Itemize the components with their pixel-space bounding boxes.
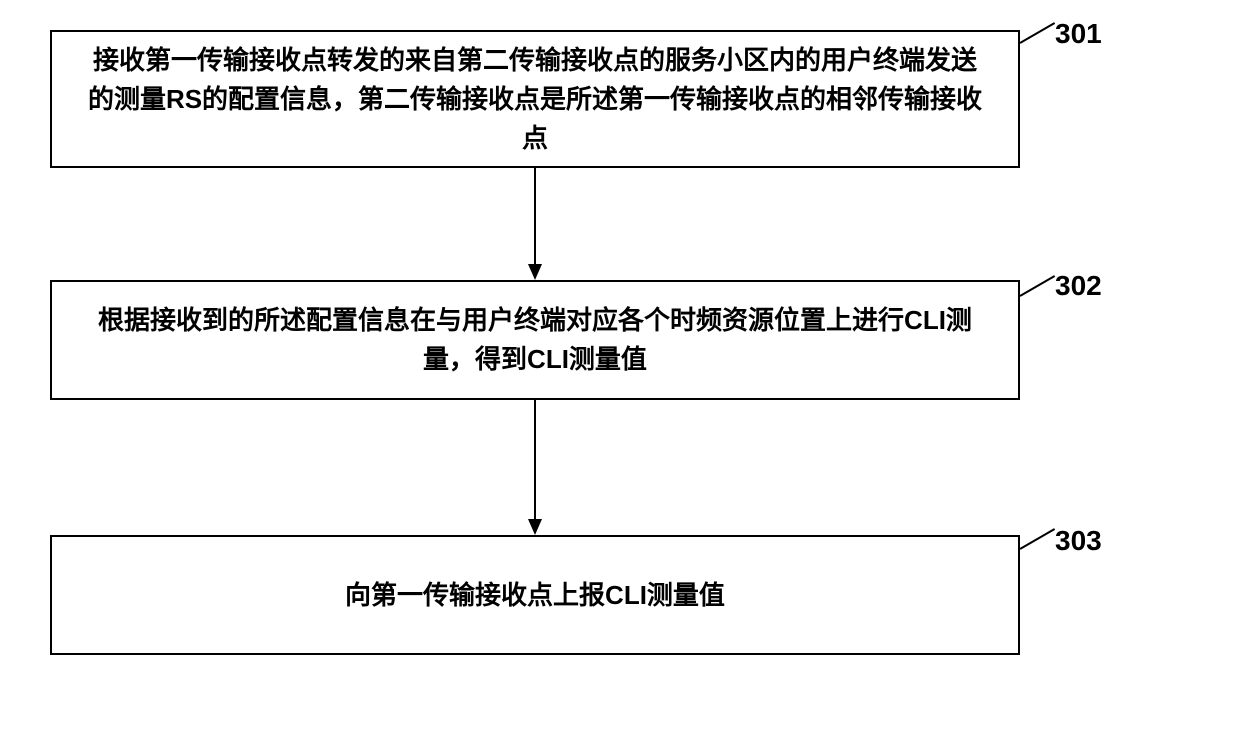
step-text-302: 根据接收到的所述配置信息在与用户终端对应各个时频资源位置上进行CLI测量，得到C…	[82, 301, 988, 379]
step-label-303: 303	[1055, 525, 1102, 557]
step-label-302: 302	[1055, 270, 1102, 302]
step-text-303: 向第一传输接收点上报CLI测量值	[345, 576, 725, 615]
flowchart-container: 接收第一传输接收点转发的来自第二传输接收点的服务小区内的用户终端发送的测量RS的…	[0, 0, 1240, 731]
flow-step-302: 根据接收到的所述配置信息在与用户终端对应各个时频资源位置上进行CLI测量，得到C…	[50, 280, 1020, 400]
flow-step-303: 向第一传输接收点上报CLI测量值	[50, 535, 1020, 655]
label-connector-301	[1020, 22, 1056, 44]
arrow-301-302	[525, 168, 545, 280]
step-label-301: 301	[1055, 18, 1102, 50]
arrow-302-303	[525, 400, 545, 535]
label-connector-302	[1020, 275, 1056, 297]
step-text-301: 接收第一传输接收点转发的来自第二传输接收点的服务小区内的用户终端发送的测量RS的…	[82, 41, 988, 158]
label-connector-303	[1020, 528, 1056, 550]
flow-step-301: 接收第一传输接收点转发的来自第二传输接收点的服务小区内的用户终端发送的测量RS的…	[50, 30, 1020, 168]
